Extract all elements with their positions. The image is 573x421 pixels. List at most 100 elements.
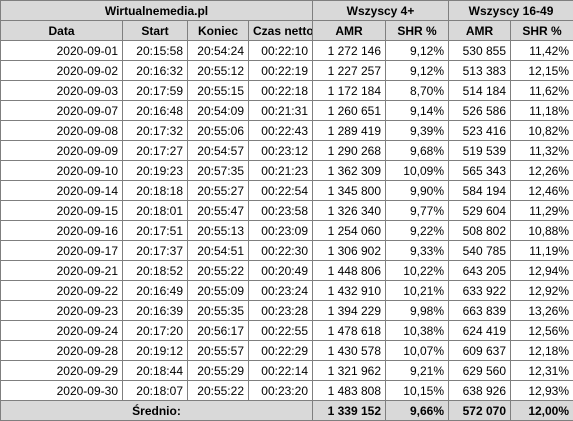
cell: 2020-09-09 bbox=[0, 140, 123, 161]
cell: 20:16:39 bbox=[122, 300, 188, 321]
cell: 1 345 800 bbox=[312, 180, 386, 201]
cell: 20:54:57 bbox=[187, 140, 249, 161]
cell: 12,26% bbox=[509, 160, 573, 181]
footer-value: 9,66% bbox=[385, 400, 449, 421]
cell: 9,39% bbox=[385, 120, 449, 141]
group-header-row: Wirtualnemedia.pl Wszyscy 4+ Wszyscy 16-49 bbox=[0, 0, 573, 21]
data-row: 2020-09-09 20:17:27 20:54:57 00:23:12 1 290 … bbox=[0, 140, 573, 161]
cell: 20:57:35 bbox=[187, 160, 249, 181]
footer-value: 1 339 152 bbox=[312, 400, 386, 421]
cell: 9,12% bbox=[385, 60, 449, 81]
cell: 20:17:32 bbox=[122, 120, 188, 141]
column-header: AMR bbox=[448, 20, 511, 41]
cell: 12,94% bbox=[509, 260, 573, 281]
cell: 00:21:31 bbox=[248, 100, 313, 121]
cell: 1 321 962 bbox=[312, 360, 386, 381]
cell: 609 637 bbox=[448, 340, 511, 361]
data-row: 2020-09-15 20:18:01 20:55:47 00:23:58 1 326 … bbox=[0, 200, 573, 221]
cell: 20:18:07 bbox=[122, 380, 188, 401]
cell: 10,22% bbox=[385, 260, 449, 281]
cell: 513 383 bbox=[448, 60, 511, 81]
cell: 2020-09-08 bbox=[0, 120, 123, 141]
cell: 12,31% bbox=[509, 360, 573, 381]
cell: 643 205 bbox=[448, 260, 511, 281]
cell: 20:16:32 bbox=[122, 60, 188, 81]
cell: 00:22:19 bbox=[248, 60, 313, 81]
cell: 10,09% bbox=[385, 160, 449, 181]
cell: 20:54:24 bbox=[187, 40, 249, 61]
cell: 20:55:22 bbox=[187, 260, 249, 281]
cell: 530 855 bbox=[448, 40, 511, 61]
cell: 11,18% bbox=[509, 100, 573, 121]
data-row: 2020-09-16 20:17:51 20:55:13 00:23:09 1 254 … bbox=[0, 220, 573, 241]
data-row: 2020-09-10 20:19:23 20:57:35 00:21:23 1 362 … bbox=[0, 160, 573, 181]
cell: 2020-09-22 bbox=[0, 280, 123, 301]
cell: 20:19:12 bbox=[122, 340, 188, 361]
cell: 12,93% bbox=[509, 380, 573, 401]
cell: 12,92% bbox=[509, 280, 573, 301]
cell: 20:55:06 bbox=[187, 120, 249, 141]
data-row: 2020-09-21 20:18:52 20:55:22 00:20:49 1 448 … bbox=[0, 260, 573, 281]
cell: 629 560 bbox=[448, 360, 511, 381]
cell: 00:22:43 bbox=[248, 120, 313, 141]
cell: 2020-09-30 bbox=[0, 380, 123, 401]
data-row: 2020-09-07 20:16:48 20:54:09 00:21:31 1 260 … bbox=[0, 100, 573, 121]
cell: 1 432 910 bbox=[312, 280, 386, 301]
data-row: 2020-09-23 20:16:39 20:55:35 00:23:28 1 394 … bbox=[0, 300, 573, 321]
data-row: 2020-09-03 20:17:59 20:55:15 00:22:18 1 172 … bbox=[0, 80, 573, 101]
cell: 519 539 bbox=[448, 140, 511, 161]
cell: 633 922 bbox=[448, 280, 511, 301]
cell: 20:55:35 bbox=[187, 300, 249, 321]
cell: 00:22:55 bbox=[248, 320, 313, 341]
cell: 20:54:09 bbox=[187, 100, 249, 121]
cell: 2020-09-28 bbox=[0, 340, 123, 361]
cell: 9,14% bbox=[385, 100, 449, 121]
cell: 00:22:14 bbox=[248, 360, 313, 381]
data-row: 2020-09-29 20:18:44 20:55:29 00:22:14 1 321 … bbox=[0, 360, 573, 381]
cell: 12,18% bbox=[509, 340, 573, 361]
data-row: 2020-09-30 20:18:07 20:55:22 00:23:20 1 483 … bbox=[0, 380, 573, 401]
cell: 20:18:01 bbox=[122, 200, 188, 221]
cell: 12,56% bbox=[509, 320, 573, 341]
cell: 12,15% bbox=[509, 60, 573, 81]
cell: 1 254 060 bbox=[312, 220, 386, 241]
cell: 00:22:29 bbox=[248, 340, 313, 361]
cell: 2020-09-15 bbox=[0, 200, 123, 221]
cell: 20:55:47 bbox=[187, 200, 249, 221]
cell: 508 802 bbox=[448, 220, 511, 241]
cell: 20:56:17 bbox=[187, 320, 249, 341]
cell: 2020-09-14 bbox=[0, 180, 123, 201]
cell: 20:18:18 bbox=[122, 180, 188, 201]
cell: 2020-09-29 bbox=[0, 360, 123, 381]
footer-row: Średnio: 1 339 152 9,66% 572 070 12,00% bbox=[0, 400, 573, 421]
cell: 20:55:29 bbox=[187, 360, 249, 381]
cell: 00:23:58 bbox=[248, 200, 313, 221]
cell: 11,19% bbox=[509, 240, 573, 261]
cell: 00:23:09 bbox=[248, 220, 313, 241]
cell: 20:17:51 bbox=[122, 220, 188, 241]
cell: 526 586 bbox=[448, 100, 511, 121]
cell: 10,15% bbox=[385, 380, 449, 401]
data-row: 2020-09-08 20:17:32 20:55:06 00:22:43 1 289 … bbox=[0, 120, 573, 141]
cell: 20:17:20 bbox=[122, 320, 188, 341]
cell: 00:23:20 bbox=[248, 380, 313, 401]
cell: 20:55:27 bbox=[187, 180, 249, 201]
cell: 1 394 229 bbox=[312, 300, 386, 321]
footer-label: Średnio: bbox=[0, 400, 313, 421]
cell: 20:55:09 bbox=[187, 280, 249, 301]
cell: 2020-09-10 bbox=[0, 160, 123, 181]
cell: 11,42% bbox=[509, 40, 573, 61]
cell: 00:22:18 bbox=[248, 80, 313, 101]
cell: 1 448 806 bbox=[312, 260, 386, 281]
cell: 00:20:49 bbox=[248, 260, 313, 281]
cell: 1 306 902 bbox=[312, 240, 386, 261]
cell: 1 260 651 bbox=[312, 100, 386, 121]
cell: 9,33% bbox=[385, 240, 449, 261]
cell: 1 289 419 bbox=[312, 120, 386, 141]
cell: 20:55:57 bbox=[187, 340, 249, 361]
column-header: Koniec bbox=[187, 20, 249, 41]
cell: 00:23:12 bbox=[248, 140, 313, 161]
data-row: 2020-09-24 20:17:20 20:56:17 00:22:55 1 478 … bbox=[0, 320, 573, 341]
cell: 1 478 618 bbox=[312, 320, 386, 341]
